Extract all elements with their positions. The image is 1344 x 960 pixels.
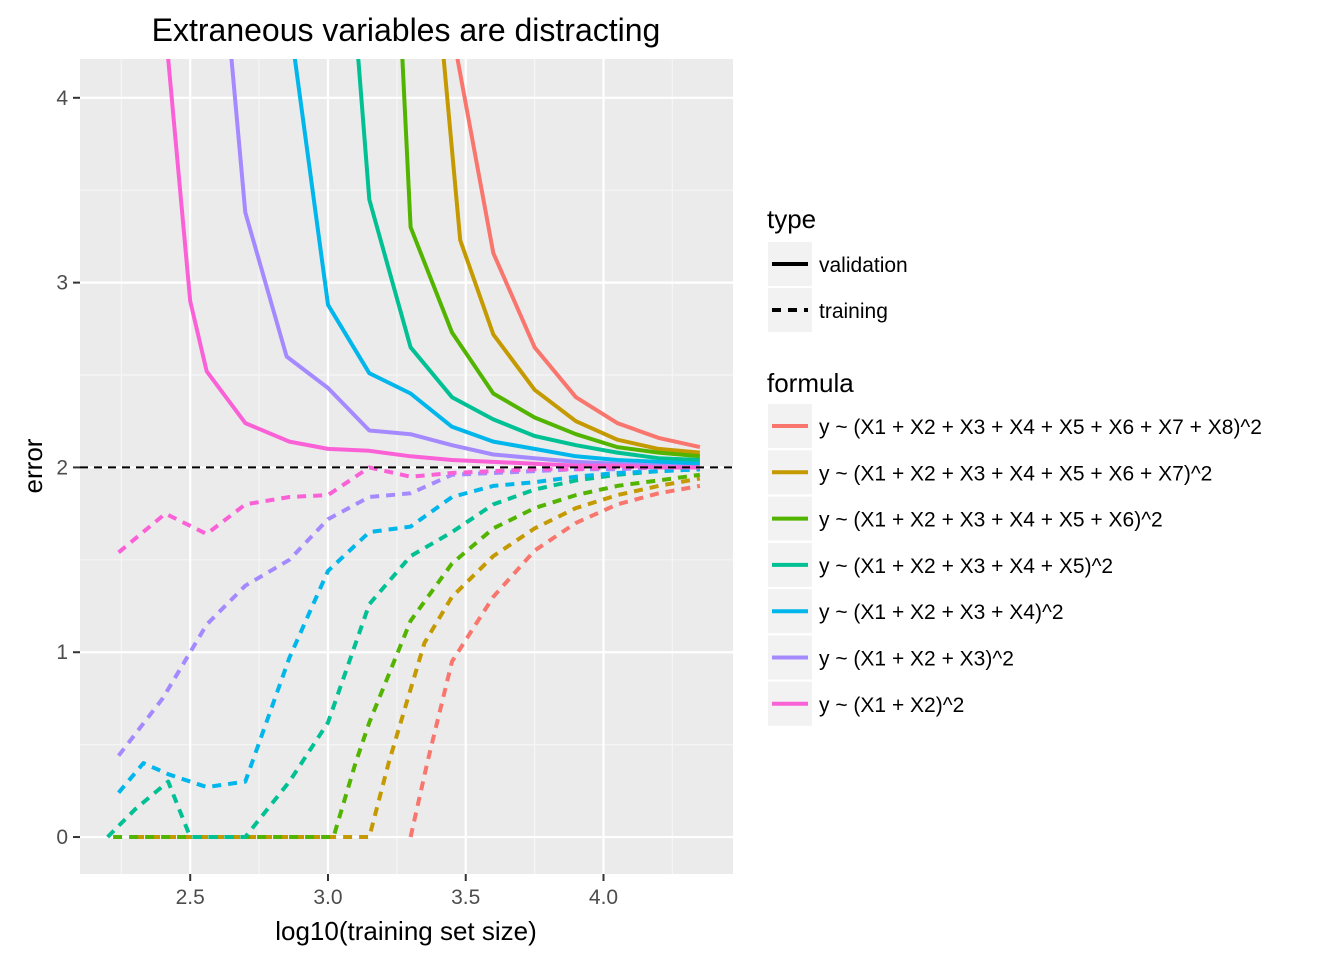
series-line-training (117, 465, 700, 757)
series-line-validation (229, 59, 700, 470)
legend-formula-item: y ~ (X1 + X2 + X3)^2 (768, 635, 1014, 680)
y-axis: 0 1 2 3 4 (56, 87, 80, 849)
legend-formula-item: y ~ (X1 + X2 + X3 + X4 + X5 + X6 + X7 + … (768, 404, 1262, 448)
legend-formula-label: y ~ (X1 + X2)^2 (819, 694, 964, 717)
series-line-validation (166, 59, 700, 470)
y-tick-label: 1 (56, 641, 68, 664)
legend-formula-label: y ~ (X1 + X2 + X3)^2 (819, 648, 1014, 671)
y-tick-label: 0 (56, 826, 68, 849)
series-line-training (117, 467, 700, 794)
legend-formula-item: y ~ (X1 + X2 + X3 + X4 + X5 + X6)^2 (768, 496, 1163, 541)
x-tick-label: 4.0 (589, 886, 618, 909)
legend-formula: formula y ~ (X1 + X2 + X3 + X4 + X5 + X6… (767, 368, 1262, 726)
legend-type-label-training: training (819, 300, 888, 323)
legend-formula-label: y ~ (X1 + X2 + X3 + X4 + X5 + X6)^2 (819, 509, 1163, 532)
x-axis: 2.5 3.0 3.5 4.0 (176, 874, 618, 909)
legend-formula-item: y ~ (X1 + X2 + X3 + X4 + X5)^2 (768, 542, 1113, 587)
series-line-validation (400, 59, 701, 459)
x-tick-label: 2.5 (176, 886, 205, 909)
series-line-validation (441, 59, 701, 455)
x-tick-label: 3.5 (451, 886, 480, 909)
y-tick-label: 4 (56, 87, 68, 110)
legend-type-label-validation: validation (819, 254, 908, 277)
legend-formula-label: y ~ (X1 + X2 + X3 + X4 + X5 + X6 + X7)^2 (819, 462, 1212, 485)
y-tick-label: 2 (56, 456, 68, 479)
legend-type-item-validation: validation (768, 242, 908, 286)
chart-title: Extraneous variables are distracting (152, 12, 661, 48)
grid-major (80, 59, 733, 874)
series-line-validation (292, 59, 700, 466)
series-line-training (113, 472, 701, 839)
legend-type-title: type (767, 204, 816, 234)
legend-formula-title: formula (767, 368, 854, 398)
legend-formula-label: y ~ (X1 + X2 + X3 + X4 + X5 + X6 + X7 + … (819, 416, 1262, 439)
x-tick-label: 3.0 (313, 886, 342, 909)
series-line-validation (455, 59, 701, 450)
legend-type-item-training: training (768, 288, 888, 332)
legend-type: type validation training (767, 204, 908, 332)
legend-formula-item: y ~ (X1 + X2 + X3 + X4 + X5 + X6 + X7)^2 (768, 450, 1212, 495)
series-layer (106, 59, 701, 839)
legend-formula-item: y ~ (X1 + X2)^2 (768, 681, 964, 726)
legend-formula-item: y ~ (X1 + X2 + X3 + X4)^2 (768, 589, 1064, 634)
legend-formula-label: y ~ (X1 + X2 + X3 + X4 + X5)^2 (819, 555, 1113, 578)
legend-formula-label: y ~ (X1 + X2 + X3 + X4)^2 (819, 601, 1064, 624)
y-tick-label: 3 (56, 272, 68, 295)
y-axis-label: error (18, 438, 48, 493)
series-line-training (135, 476, 701, 839)
x-axis-label: log10(training set size) (275, 916, 537, 946)
series-line-validation (356, 59, 700, 462)
